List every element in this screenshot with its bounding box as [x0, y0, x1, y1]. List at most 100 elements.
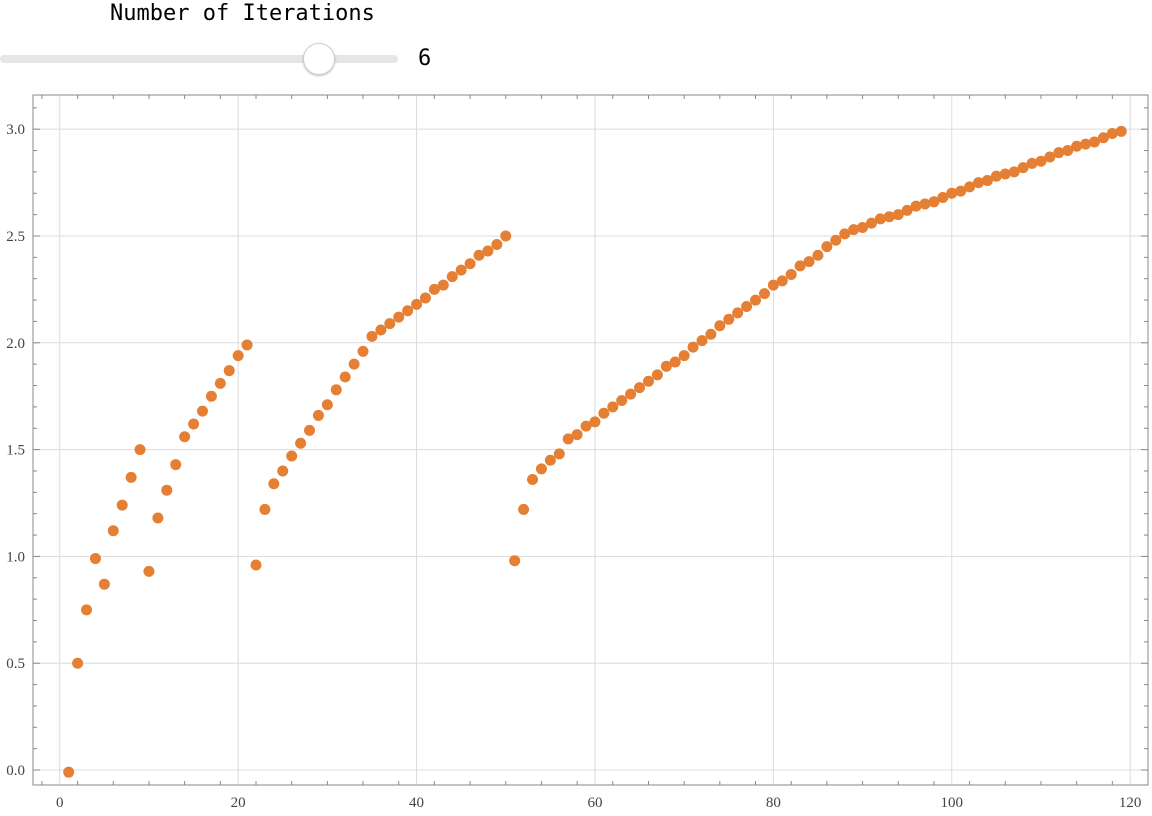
- data-point: [964, 181, 976, 193]
- data-point: [1071, 140, 1083, 152]
- data-point: [339, 371, 351, 383]
- data-point: [1053, 147, 1065, 159]
- data-point: [107, 525, 119, 537]
- data-point: [732, 307, 744, 319]
- data-point: [848, 224, 860, 236]
- slider-thumb[interactable]: [303, 43, 336, 75]
- data-point: [767, 279, 779, 291]
- data-point: [874, 213, 886, 225]
- data-point: [589, 416, 601, 428]
- data-point: [571, 429, 583, 441]
- data-point: [946, 187, 958, 199]
- y-tick-label: 2.5: [6, 229, 25, 245]
- data-point: [830, 234, 842, 246]
- data-point: [910, 200, 922, 212]
- data-point: [928, 196, 940, 208]
- data-point: [776, 275, 788, 287]
- data-point: [803, 256, 815, 268]
- data-point: [1088, 136, 1100, 148]
- x-tick-label: 60: [587, 795, 602, 811]
- data-point: [741, 300, 753, 312]
- data-point: [1106, 127, 1118, 139]
- data-point: [1026, 157, 1038, 169]
- data-point: [125, 471, 137, 483]
- data-point: [402, 305, 414, 317]
- data-point: [821, 241, 833, 253]
- data-point: [134, 444, 146, 456]
- data-point: [411, 298, 423, 310]
- data-point: [892, 209, 904, 221]
- data-point: [696, 335, 708, 347]
- data-point: [295, 437, 307, 449]
- data-point: [535, 463, 547, 475]
- data-point: [1097, 132, 1109, 144]
- data-point: [1008, 166, 1020, 178]
- data-point: [152, 512, 164, 524]
- y-tick-label: 0.5: [6, 656, 25, 672]
- data-point: [446, 271, 458, 283]
- data-point: [250, 559, 262, 571]
- data-point: [277, 465, 289, 477]
- data-point: [330, 384, 342, 396]
- data-point: [973, 177, 985, 189]
- data-point: [455, 264, 467, 276]
- data-point: [357, 345, 369, 357]
- data-point: [634, 382, 646, 394]
- data-point: [580, 420, 592, 432]
- x-tick-label: 80: [766, 795, 781, 811]
- data-point: [348, 358, 360, 370]
- data-point: [304, 424, 316, 436]
- y-tick-label: 2.0: [6, 336, 25, 352]
- data-point: [794, 260, 806, 272]
- data-point: [179, 431, 191, 443]
- data-point: [196, 405, 208, 417]
- data-point: [660, 360, 672, 372]
- data-point: [758, 288, 770, 300]
- x-tick-label: 40: [409, 795, 424, 811]
- data-point: [1017, 162, 1029, 174]
- data-point: [651, 369, 663, 381]
- data-point: [1044, 151, 1056, 163]
- slider-value: 6: [418, 46, 432, 71]
- data-point: [955, 185, 967, 197]
- slider-fill: [0, 55, 319, 63]
- data-point: [72, 657, 84, 669]
- data-point: [241, 339, 253, 351]
- data-point: [705, 328, 717, 340]
- data-point: [214, 377, 226, 389]
- data-point: [89, 553, 101, 565]
- data-point: [812, 249, 824, 261]
- data-point: [919, 198, 931, 210]
- data-point: [464, 258, 476, 270]
- data-point: [268, 478, 280, 490]
- data-point: [500, 230, 512, 242]
- data-point: [491, 239, 503, 251]
- data-point: [161, 484, 173, 496]
- data-point: [170, 459, 182, 471]
- data-point: [81, 604, 93, 616]
- data-point: [259, 503, 271, 515]
- data-point: [785, 268, 797, 280]
- iterations-slider[interactable]: [0, 43, 398, 75]
- data-point: [723, 313, 735, 325]
- data-point: [1080, 138, 1092, 150]
- x-tick-label: 0: [56, 795, 64, 811]
- data-point: [981, 174, 993, 186]
- data-point: [482, 245, 494, 257]
- data-point: [116, 499, 128, 511]
- data-point: [642, 375, 654, 387]
- data-point: [419, 292, 431, 304]
- data-point: [883, 211, 895, 223]
- x-tick-label: 120: [1119, 795, 1142, 811]
- data-point: [598, 407, 610, 419]
- data-point: [63, 766, 75, 778]
- data-point: [714, 320, 726, 332]
- plot-frame: [32, 94, 1149, 786]
- data-point: [509, 555, 521, 567]
- data-point: [937, 192, 949, 204]
- data-point: [428, 283, 440, 295]
- data-point: [286, 450, 298, 462]
- data-point: [143, 565, 155, 577]
- data-point: [607, 401, 619, 413]
